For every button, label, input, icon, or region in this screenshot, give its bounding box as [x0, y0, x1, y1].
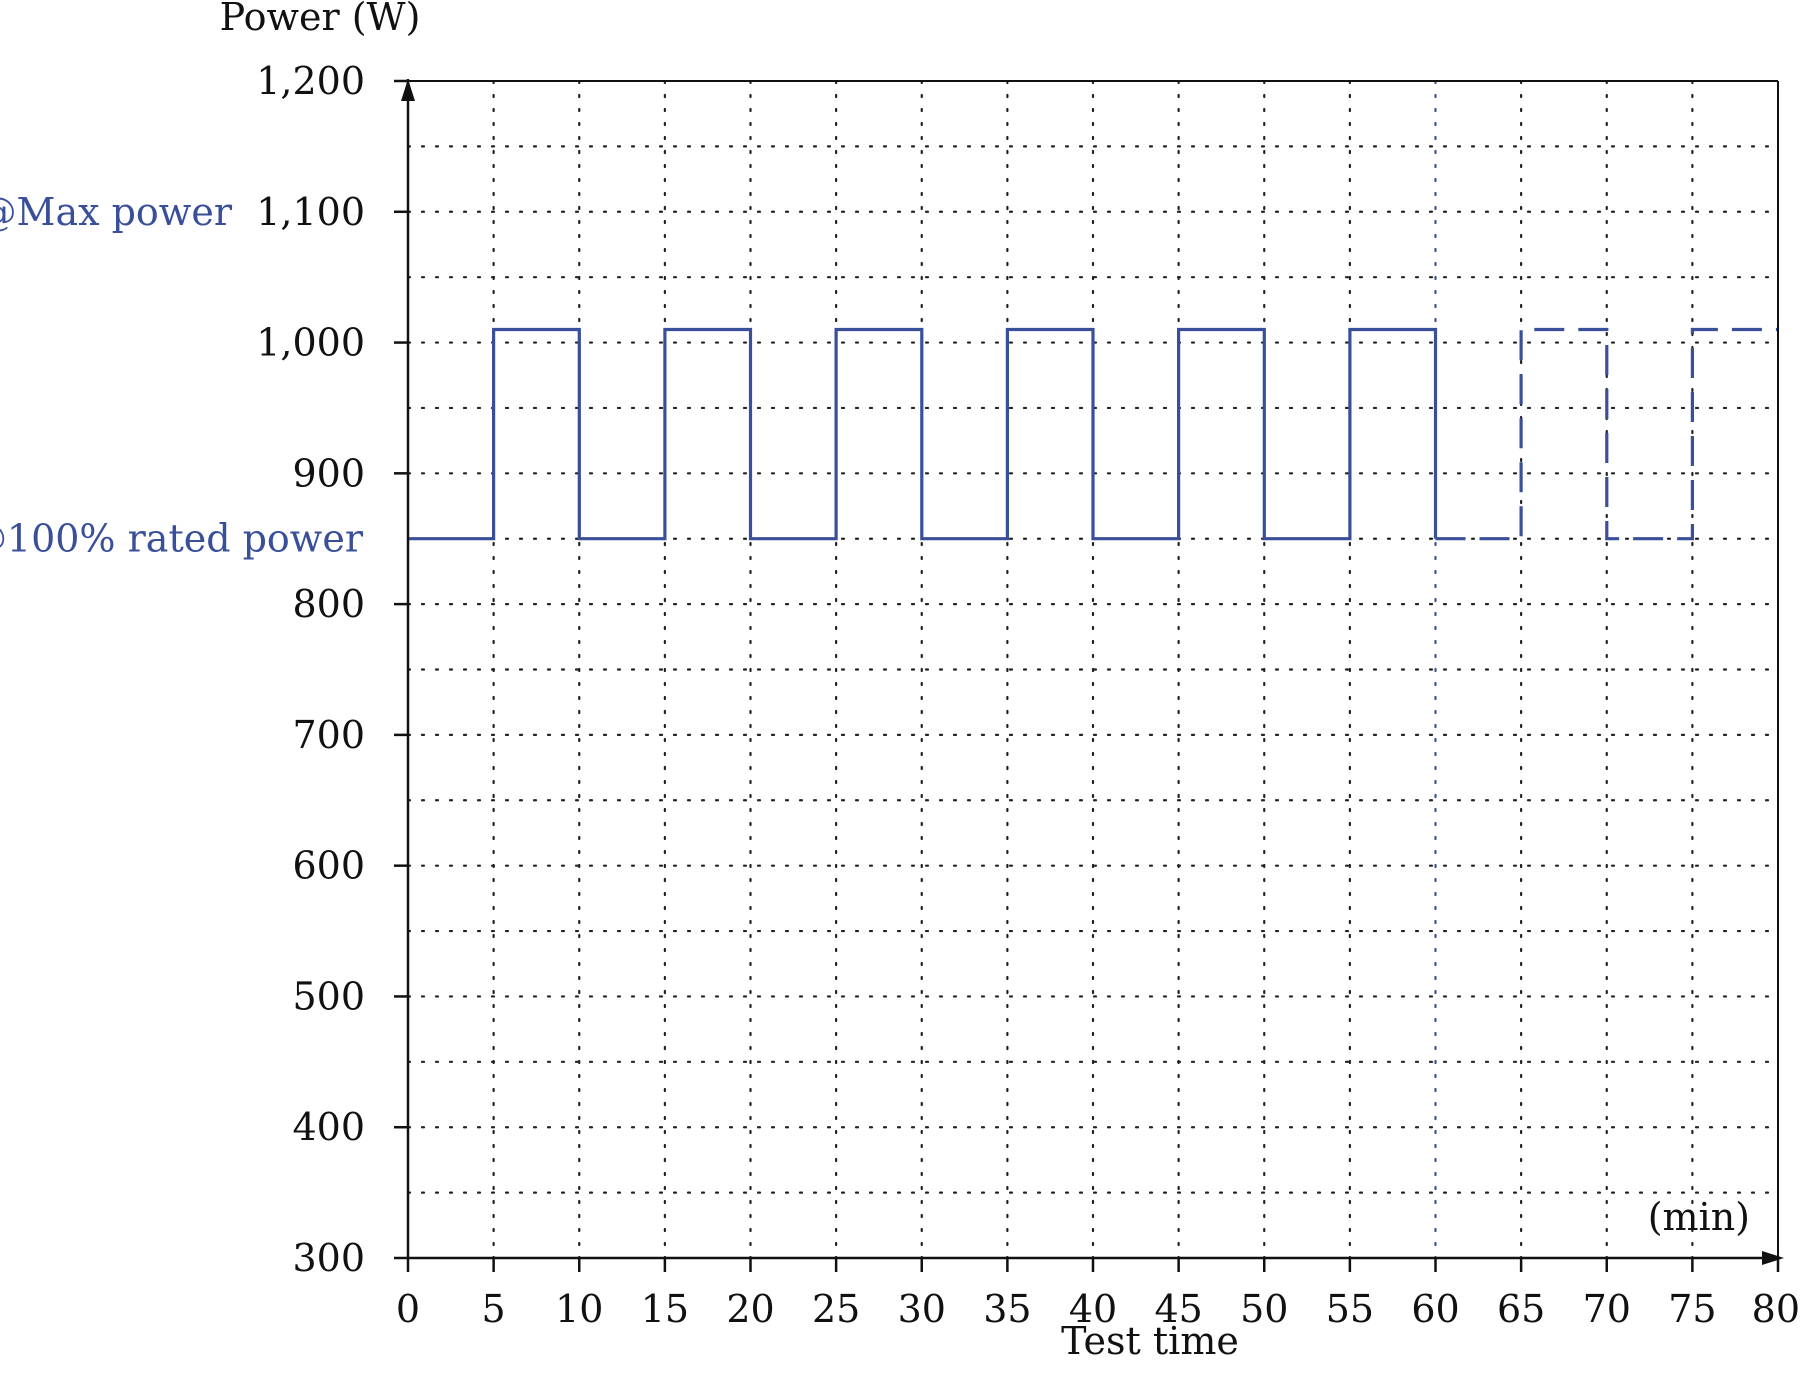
x-tick-label: 55: [1326, 1287, 1374, 1331]
y-tick-label: 800: [292, 582, 365, 626]
x-tick-label: 70: [1583, 1287, 1631, 1331]
x-tick-label: 15: [641, 1287, 689, 1331]
y-tick-label: 700: [292, 713, 365, 757]
x-tick-label: 30: [898, 1287, 946, 1331]
x-tick-label: 80: [1752, 1287, 1800, 1331]
x-tick-label: 65: [1497, 1287, 1545, 1331]
y-tick-label: 900: [292, 451, 365, 495]
y-tick-label: 400: [292, 1105, 365, 1149]
y-tick-label: 300: [292, 1236, 365, 1280]
x-tick-label: 10: [555, 1287, 603, 1331]
x-tick-label: 5: [482, 1287, 506, 1331]
annotation-label: @Max power: [0, 190, 233, 234]
x-tick-label: 0: [396, 1287, 420, 1331]
x-tick-label: 75: [1668, 1287, 1716, 1331]
labels: Power (W) Test time (min): [220, 0, 1750, 1363]
x-tick-label: 45: [1154, 1287, 1202, 1331]
series-line-measured: [408, 327, 1438, 541]
x-axis-title: Test time: [1061, 1319, 1239, 1363]
y-tick-label: 1,100: [256, 190, 365, 234]
x-tick-label: 50: [1240, 1287, 1288, 1331]
x-tick-label: 60: [1411, 1287, 1459, 1331]
series-layer: [408, 327, 1778, 541]
y-tick-label: 500: [292, 974, 365, 1018]
y-tick-label: 600: [292, 844, 365, 888]
x-tick-label: 20: [726, 1287, 774, 1331]
annotations: @Max power @100% rated power: [0, 190, 364, 561]
y-axis-arrow: [401, 79, 415, 101]
x-axis-arrow: [1762, 1251, 1784, 1265]
y-axis-title: Power (W): [220, 0, 421, 39]
x-unit-label: (min): [1648, 1195, 1750, 1239]
grid: [406, 79, 1780, 1260]
series-line-projected: [1435, 327, 1778, 541]
axes: 300 400 500 600 700 800 900 1,000 1,100 1,200 0 5 10…: [256, 59, 1800, 1331]
y-tick-label: 1,000: [256, 321, 365, 365]
x-tick-label: 35: [983, 1287, 1031, 1331]
x-tick-label: 25: [812, 1287, 860, 1331]
annotation-label: @100% rated power: [0, 517, 364, 561]
y-tick-label: 1,200: [256, 59, 365, 103]
x-tick-label: 40: [1069, 1287, 1117, 1331]
